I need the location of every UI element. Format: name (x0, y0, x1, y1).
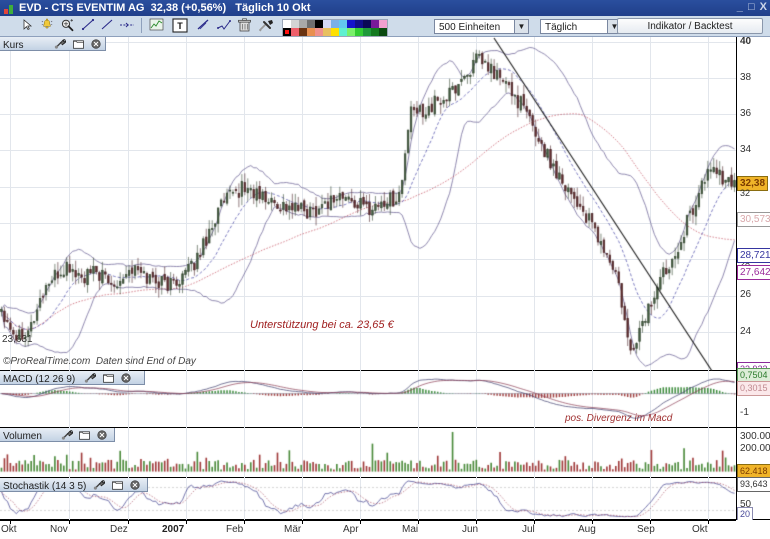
svg-text:T: T (177, 21, 183, 31)
